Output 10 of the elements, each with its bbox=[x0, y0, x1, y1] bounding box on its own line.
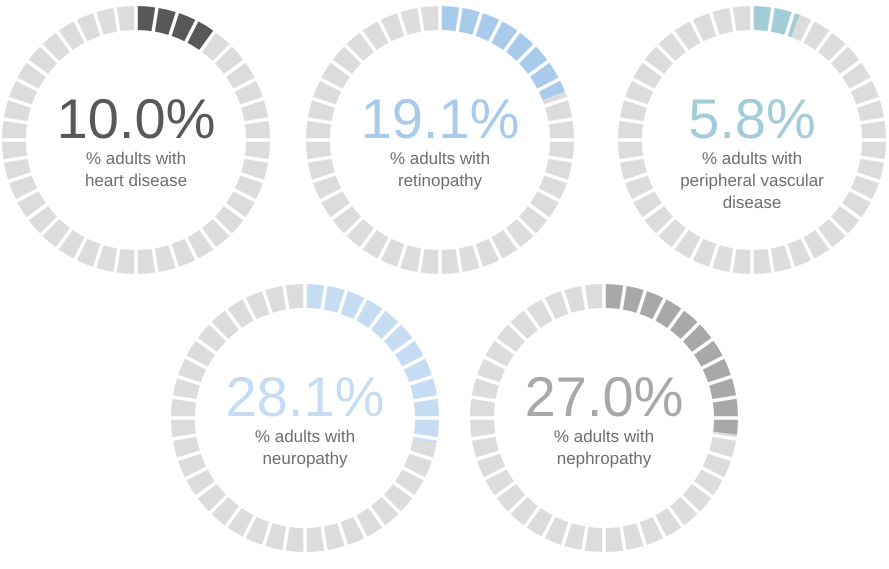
text: % adults with peripheral vascular disease bbox=[680, 149, 824, 212]
text: 19.1% bbox=[360, 87, 520, 150]
text: % adults with neuropathy bbox=[254, 427, 356, 468]
text: 10.0% bbox=[56, 87, 216, 150]
text: % adults with retinopathy bbox=[390, 149, 490, 190]
text: 27.0% bbox=[524, 365, 684, 428]
text: % adults with nephropathy bbox=[554, 427, 654, 468]
text: 28.1% bbox=[226, 365, 384, 428]
text: % adults with heart disease bbox=[84, 149, 188, 190]
text: 5.8% bbox=[688, 87, 816, 150]
